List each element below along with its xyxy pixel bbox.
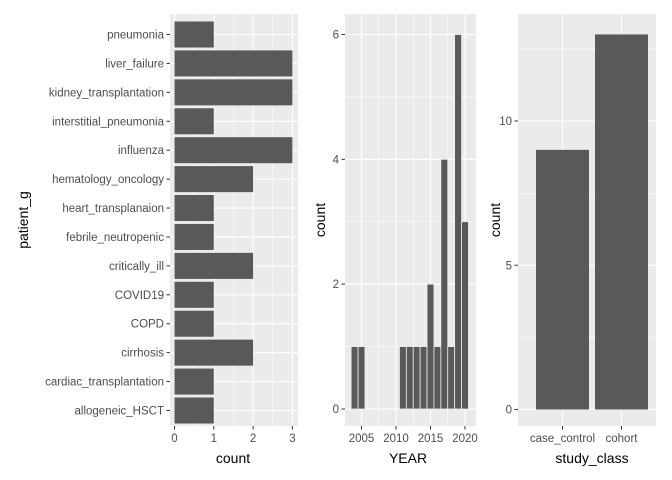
bar <box>174 339 254 366</box>
y-tick-label: hematology_oncology <box>52 174 164 186</box>
y-tick-label: 0 <box>506 405 512 417</box>
bar <box>174 223 214 250</box>
bar <box>174 137 293 164</box>
x-tick-label: case_control <box>530 433 595 445</box>
bar <box>174 50 293 77</box>
bar <box>174 166 254 193</box>
x-tick-label: 2 <box>250 433 256 445</box>
x-tick-label: 2015 <box>418 433 444 445</box>
bar <box>350 346 359 410</box>
bar <box>461 221 469 410</box>
y-axis-title: patient_g <box>15 191 31 249</box>
y-tick-label: cirrhosis <box>121 348 164 360</box>
bar <box>412 346 421 410</box>
bar <box>399 346 407 410</box>
x-tick-label: 2005 <box>349 433 375 445</box>
y-tick-label: cardiac_transplantation <box>45 377 164 389</box>
study-class-chart: case_control cohort 0 5 10 study_class count <box>487 14 656 466</box>
bar <box>595 34 648 410</box>
y-tick-label: kidney_transplantation <box>49 87 164 99</box>
x-tick-label: 1 <box>211 433 217 445</box>
y-tick-label: allogeneic_HSCT <box>75 406 165 418</box>
x-tick-label: 3 <box>289 433 295 445</box>
bar <box>447 346 456 410</box>
y-tick-label: 2 <box>333 279 339 291</box>
x-axis-title: count <box>216 450 250 466</box>
y-tick-label: critically_ill <box>109 261 164 273</box>
bar <box>357 346 366 410</box>
bar <box>174 79 293 106</box>
bar <box>440 158 449 410</box>
bar <box>174 310 214 337</box>
y-tick-label: 6 <box>333 30 339 42</box>
x-tick-label: cohort <box>606 433 639 445</box>
bar <box>433 346 442 410</box>
x-tick-label: 0 <box>171 433 177 445</box>
x-tick-label: 2020 <box>452 433 478 445</box>
bar <box>174 252 254 279</box>
y-axis-title: count <box>487 203 503 237</box>
bar <box>405 346 414 410</box>
x-tick-label: 2010 <box>383 433 409 445</box>
bar <box>419 346 428 410</box>
y-tick-label: 0 <box>333 404 339 416</box>
bar <box>454 34 462 410</box>
patient-group-chart: pneumonia liver_failure kidney_transplanta… <box>15 14 298 466</box>
y-axis-title: count <box>312 203 328 237</box>
bar <box>174 195 214 222</box>
bar <box>174 368 214 395</box>
bar <box>174 397 214 424</box>
y-tick-label: febrile_neutropenic <box>66 232 164 244</box>
x-axis-title: study_class <box>555 450 628 466</box>
y-tick-label: pneumonia <box>107 30 165 42</box>
y-tick-label: COPD <box>131 319 164 331</box>
y-tick-label: 10 <box>499 116 512 128</box>
year-histogram-chart: 0 2 4 6 2005 2010 2015 2020 YEAR count <box>312 14 478 466</box>
y-tick-label: heart_transplanaion <box>62 203 164 215</box>
bar <box>174 21 214 48</box>
bar <box>174 108 214 135</box>
y-tick-label: interstitial_pneumonia <box>52 116 164 128</box>
bar <box>426 283 435 410</box>
x-axis-title: YEAR <box>389 450 427 466</box>
y-tick-label: 5 <box>506 260 512 272</box>
bar <box>536 149 589 410</box>
y-tick-label: influenza <box>118 145 165 157</box>
bar <box>174 281 214 308</box>
y-tick-label: COVID19 <box>115 290 164 302</box>
y-tick-label: 4 <box>333 154 340 166</box>
y-tick-label: liver_failure <box>105 58 164 70</box>
